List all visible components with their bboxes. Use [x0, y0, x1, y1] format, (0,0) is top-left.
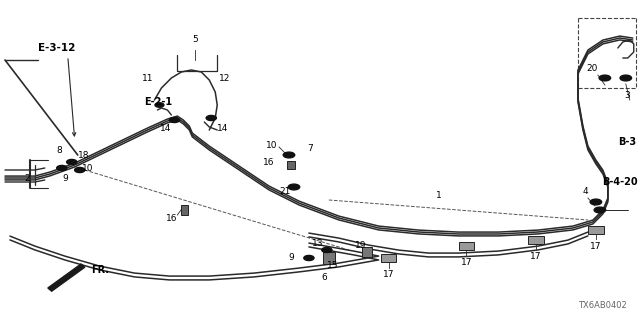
Circle shape	[67, 159, 77, 164]
Text: 10: 10	[266, 140, 277, 149]
Bar	[180, 205, 188, 215]
Circle shape	[599, 75, 611, 81]
Circle shape	[284, 152, 295, 158]
Bar	[362, 247, 372, 257]
Text: E-2-1: E-2-1	[145, 97, 173, 107]
Text: 5: 5	[193, 35, 198, 44]
Text: TX6AB0402: TX6AB0402	[578, 300, 627, 309]
Bar	[459, 243, 474, 250]
Circle shape	[620, 75, 632, 81]
Text: 3: 3	[624, 91, 630, 100]
Text: 17: 17	[531, 252, 542, 261]
Text: 6: 6	[321, 274, 327, 283]
Text: 9: 9	[62, 173, 68, 182]
Circle shape	[304, 255, 314, 260]
Text: 17: 17	[590, 242, 602, 251]
Text: 7: 7	[307, 143, 313, 153]
Circle shape	[155, 103, 164, 107]
Circle shape	[590, 199, 602, 205]
Text: FR.: FR.	[91, 265, 109, 276]
Text: 8: 8	[56, 146, 62, 155]
Circle shape	[57, 165, 67, 171]
Text: 9: 9	[288, 253, 294, 262]
Text: 15: 15	[327, 260, 339, 269]
Text: 10: 10	[82, 164, 93, 172]
Text: 16: 16	[262, 157, 274, 166]
Bar	[529, 236, 544, 244]
Circle shape	[206, 116, 216, 121]
Text: 14: 14	[217, 124, 228, 132]
Text: 20: 20	[586, 63, 598, 73]
Circle shape	[170, 117, 179, 123]
Text: 4: 4	[582, 188, 588, 196]
Text: 12: 12	[220, 74, 230, 83]
Text: 13: 13	[312, 239, 324, 249]
Text: 16: 16	[166, 213, 177, 222]
Text: 18: 18	[77, 150, 89, 159]
Bar	[323, 252, 335, 264]
Bar	[588, 227, 604, 234]
Text: B-3: B-3	[618, 137, 636, 147]
Circle shape	[594, 207, 605, 213]
Polygon shape	[48, 264, 85, 291]
Circle shape	[75, 167, 85, 172]
Text: 19: 19	[355, 242, 367, 251]
Bar	[381, 254, 396, 261]
Text: E-3-12: E-3-12	[38, 43, 76, 53]
Text: 17: 17	[383, 270, 394, 279]
Text: 17: 17	[461, 258, 472, 267]
Circle shape	[288, 184, 300, 190]
Bar	[287, 161, 295, 169]
Text: 14: 14	[160, 124, 172, 132]
Text: 1: 1	[436, 190, 442, 199]
Text: B-4-20: B-4-20	[602, 177, 637, 187]
Text: 2: 2	[24, 173, 30, 182]
Text: 11: 11	[142, 74, 154, 83]
Circle shape	[322, 247, 332, 252]
Text: 21: 21	[280, 188, 291, 196]
